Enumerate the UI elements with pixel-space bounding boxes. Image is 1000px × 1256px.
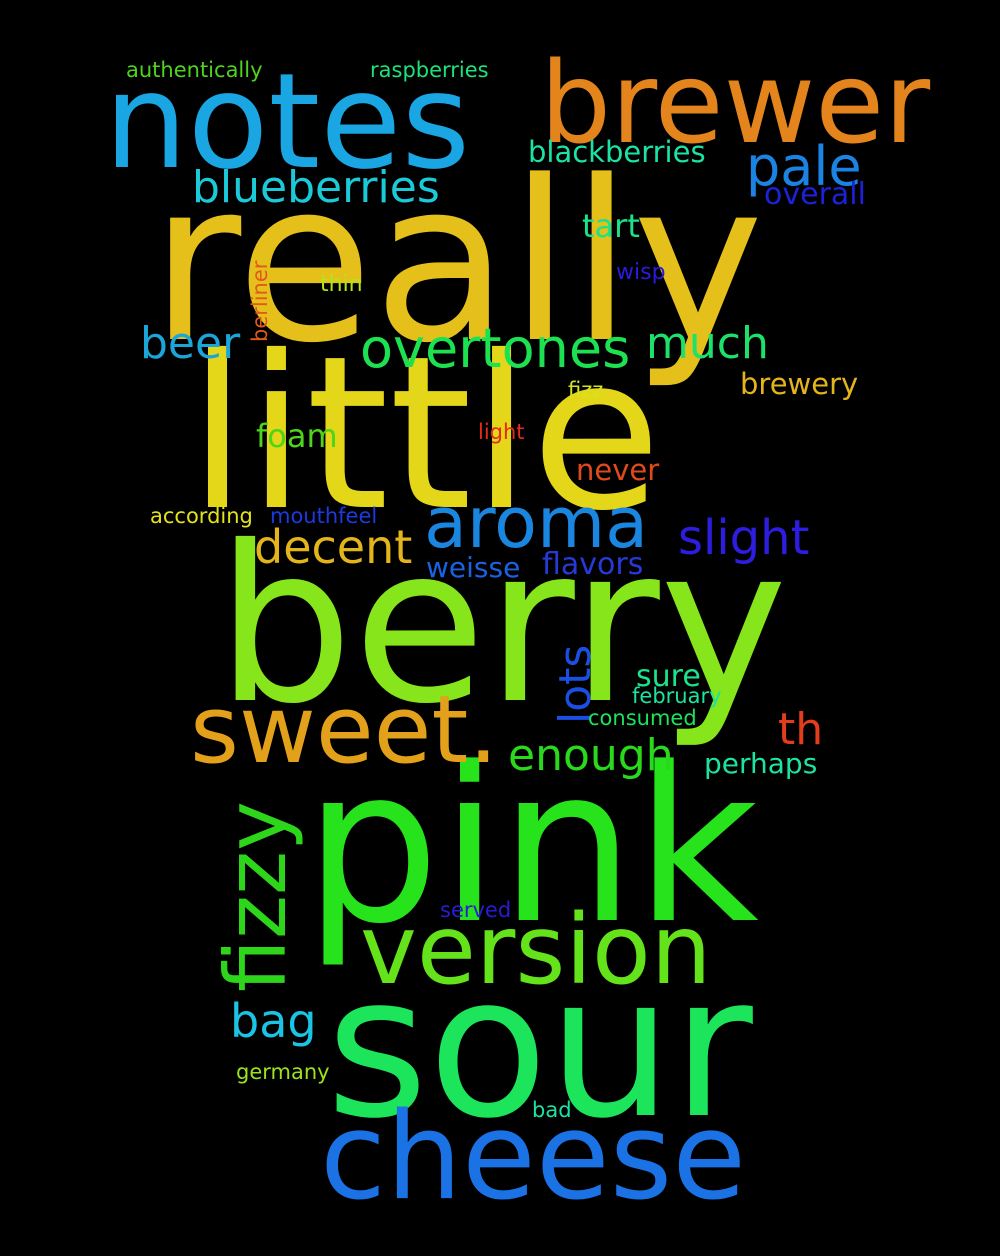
word-raspberries: raspberries [370, 58, 489, 82]
word-germany: germany [236, 1060, 330, 1084]
word-fizzy: fizzy [207, 801, 305, 992]
word-authentically: authentically [126, 58, 263, 82]
word-served: served [440, 898, 512, 922]
word-version: version [360, 894, 712, 1006]
word-sure: sure [636, 659, 701, 694]
word-notes: notes [104, 45, 471, 199]
word-aroma: aroma [424, 482, 649, 564]
word-tart: tart [582, 207, 640, 245]
word-bad: bad [532, 1098, 572, 1122]
word-light: light [478, 420, 525, 444]
word-according: according [150, 504, 253, 528]
word-pink: pink [304, 722, 759, 971]
word-brewer: brewer [540, 39, 931, 169]
word-bag: bag [230, 994, 317, 1048]
word-february: february [632, 684, 722, 708]
word-decent: decent [254, 520, 413, 574]
word-slight: slight [678, 510, 810, 566]
word-weisse: weisse [426, 551, 521, 584]
word-th: th [778, 704, 824, 755]
word-perhaps: perhaps [704, 747, 818, 780]
word-beer: beer [140, 318, 241, 369]
word-fizz: fizz [568, 378, 604, 402]
word-thin: thin [320, 272, 363, 297]
word-berry: berry [216, 500, 788, 751]
word-little: little [188, 310, 662, 557]
word-overtones: overtones [360, 317, 631, 380]
word-overall: overall [764, 177, 866, 212]
word-foam: foam [256, 417, 338, 455]
word-wisp: wisp [616, 260, 666, 285]
word-much: much [646, 318, 769, 369]
word-mouthfeel: mouthfeel [270, 504, 378, 528]
word-flavors: flavors [542, 547, 644, 582]
word-brewery: brewery [740, 367, 859, 401]
word-sour: sour [326, 934, 753, 1162]
word-enough: enough [508, 730, 674, 781]
word-cheese: cheese [320, 1088, 747, 1227]
word-consumed: consumed [588, 706, 697, 730]
word-blueberries: blueberries [192, 162, 440, 213]
word-berliner: berliner [248, 260, 272, 342]
word-pale: pale [746, 135, 862, 198]
word-never: never [576, 453, 660, 487]
word-sweet: sweet. [190, 676, 499, 785]
word-blackberries: blackberries [528, 135, 706, 169]
word-really: really [150, 134, 764, 392]
